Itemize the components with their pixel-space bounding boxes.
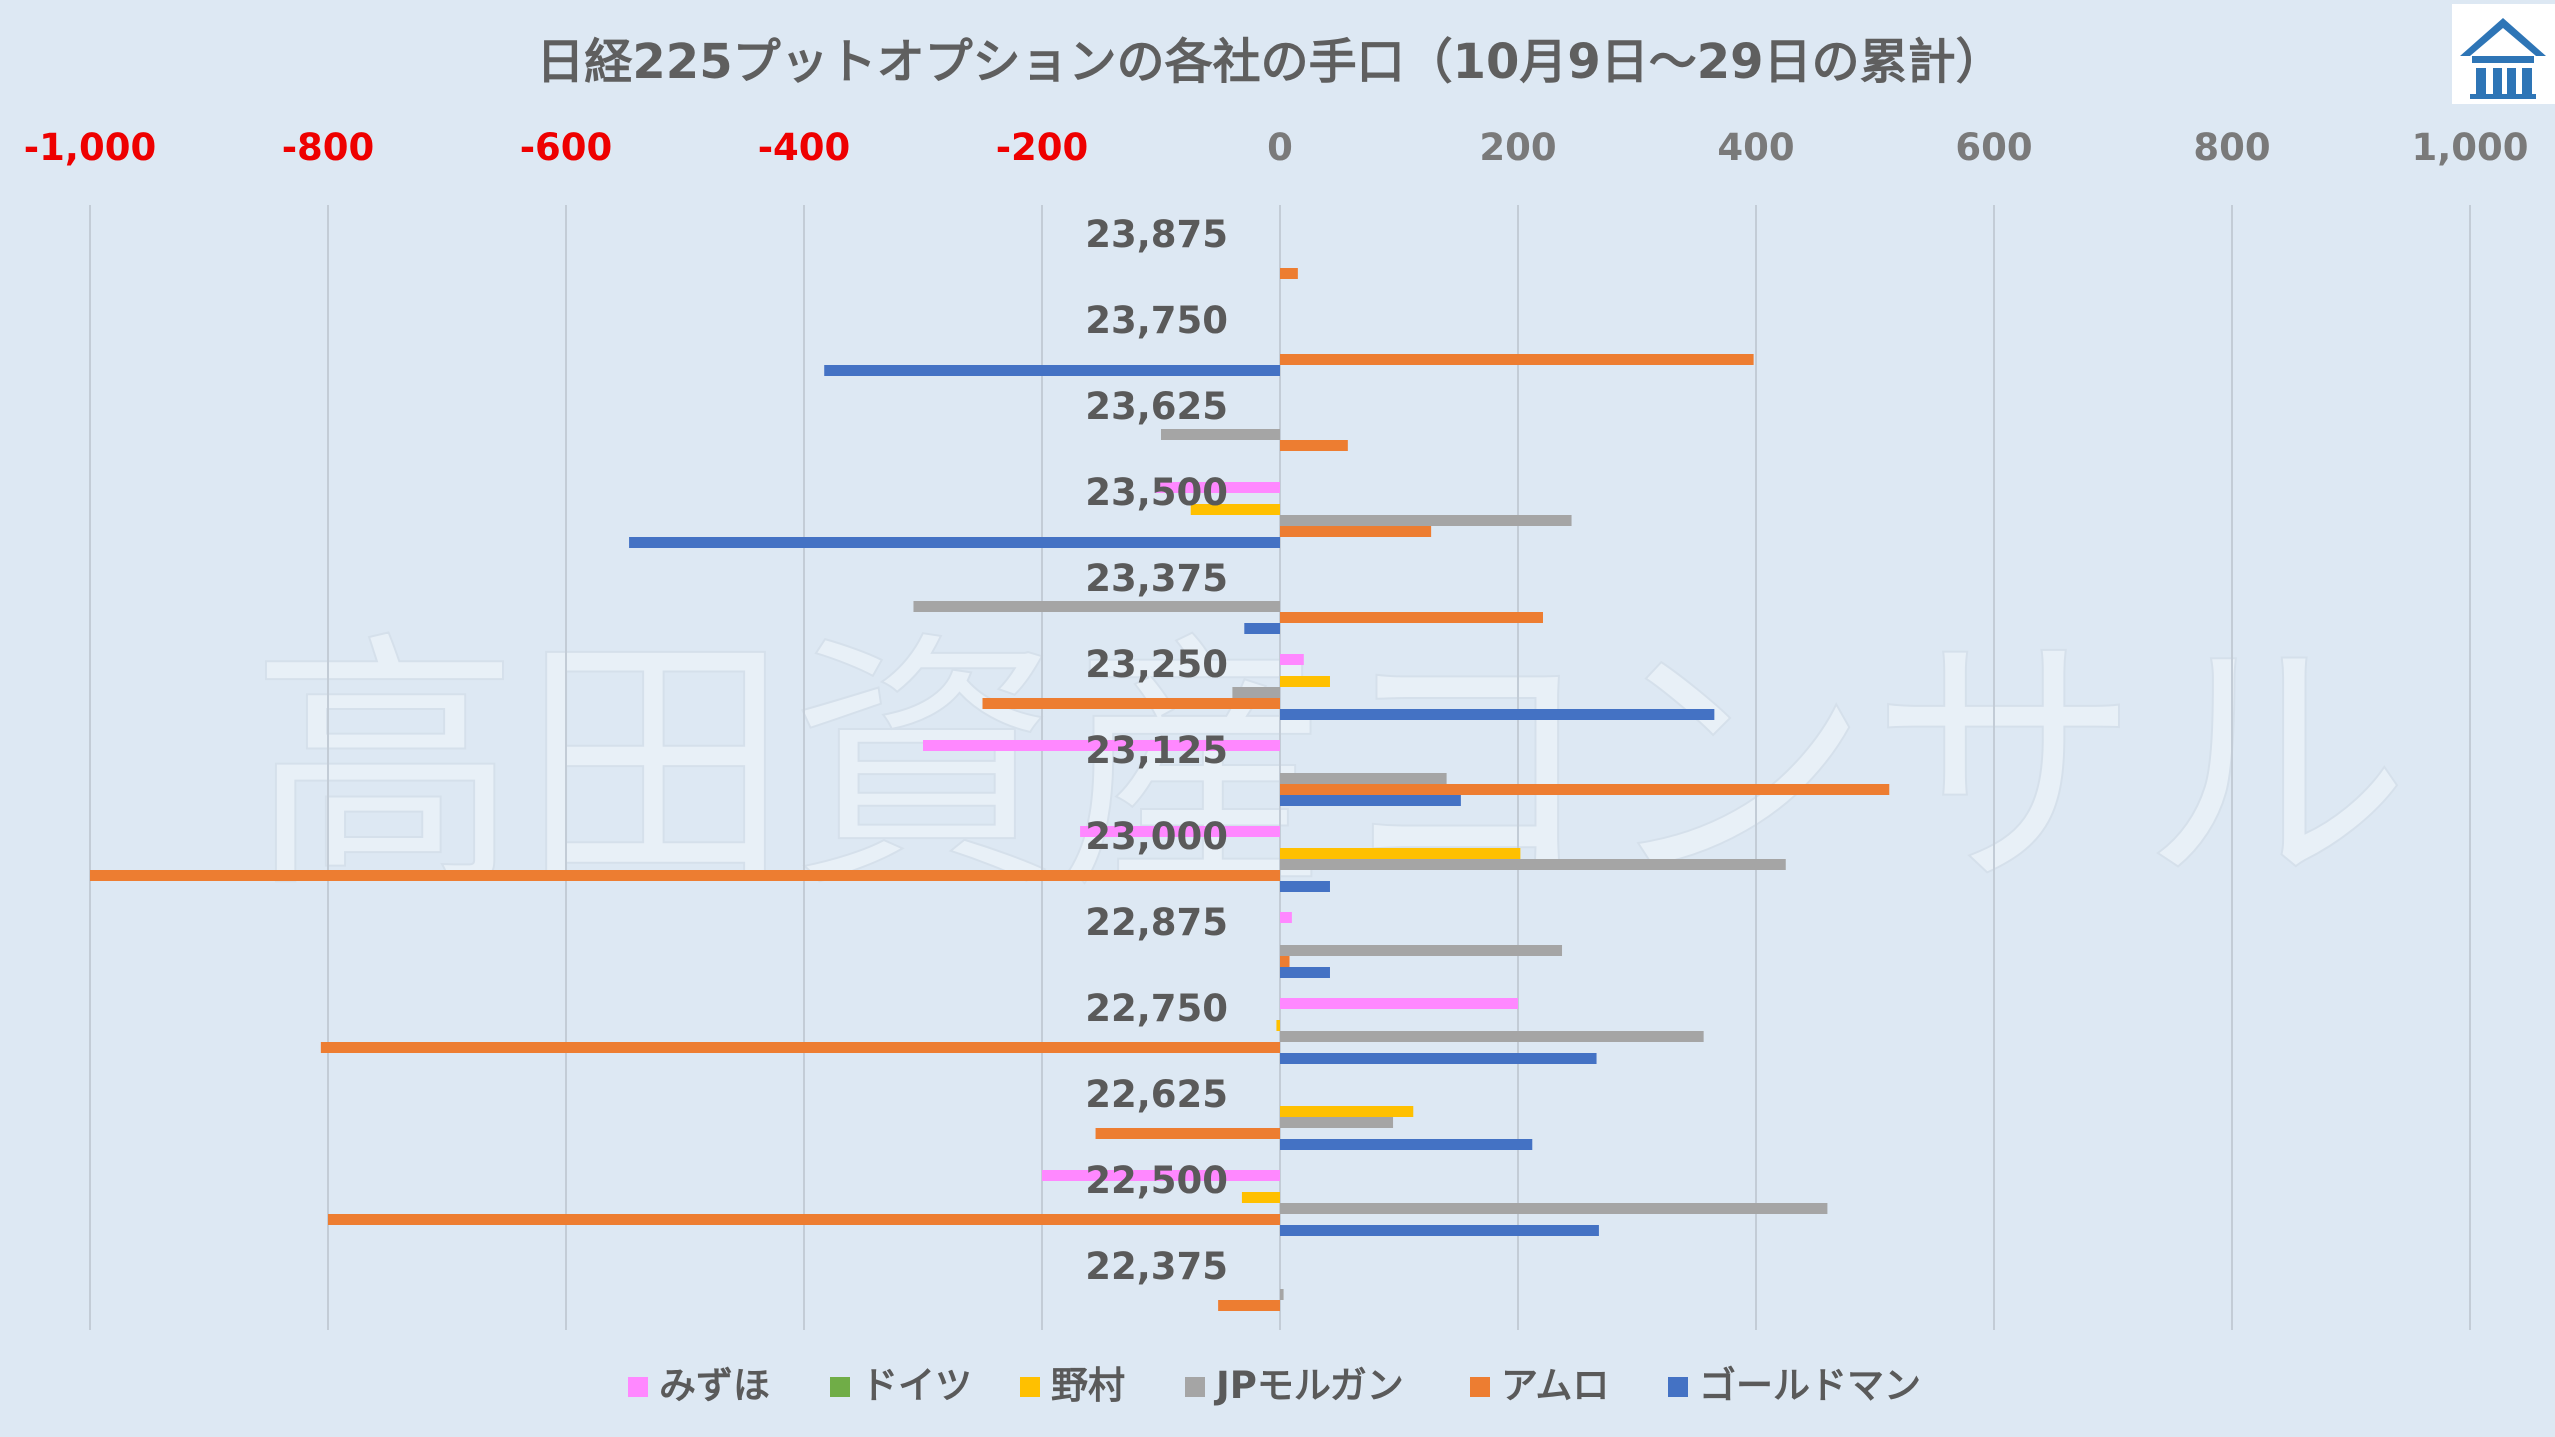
x-tick-label: 1,000 [2411,126,2528,169]
bar-野村-22,750 [1276,1020,1280,1031]
legend-label: 野村 [1051,1364,1125,1407]
bar-ゴールドマン-23,500 [629,537,1280,548]
bar-ゴールドマン-22,500 [1280,1225,1599,1236]
bar-ゴールドマン-23,000 [1280,881,1330,892]
category-label: 23,750 [1085,299,1228,342]
x-tick-label: 600 [1955,126,2032,169]
bar-JPモルガン-22,375 [1280,1289,1284,1300]
bar-みずほ-23,500 [1155,482,1280,493]
category-label: 22,500 [1085,1159,1228,1202]
bar-アムロ-23,125 [1280,784,1890,795]
bar-ゴールドマン-23,750 [824,365,1280,376]
bar-JPモルガン-23,250 [1232,687,1280,698]
bar-ゴールドマン-23,375 [1244,623,1280,634]
legend-swatch [1020,1377,1040,1397]
bar-アムロ-23,875 [1280,268,1298,279]
bar-JPモルガン-22,500 [1280,1203,1828,1214]
legend-label: ゴールドマン [1699,1364,1921,1407]
x-tick-label: -400 [758,126,851,169]
x-axis-ticks: -1,000 -800 -600 -400 -200 0 200 400 600 800 1,000 [24,126,2529,169]
legend-swatch [1185,1377,1205,1397]
legend-label: ドイツ [861,1364,972,1407]
category-label: 23,625 [1085,385,1228,428]
bar-アムロ-23,375 [1280,612,1543,623]
bar-ゴールドマン-22,875 [1280,967,1330,978]
legend-label: アムロ [1501,1364,1609,1407]
bar-みずほ-22,750 [1280,998,1518,1009]
x-tick-label: -800 [282,126,375,169]
bar-アムロ-23,250 [982,698,1280,709]
legend-label: みずほ [659,1364,770,1407]
bar-野村-23,000 [1280,848,1521,859]
legend-swatch [1668,1377,1688,1397]
x-tick-label: 0 [1267,126,1293,169]
bar-JPモルガン-22,750 [1280,1031,1704,1042]
bar-みずほ-23,000 [1080,826,1280,837]
bar-アムロ-22,875 [1280,956,1290,967]
bar-アムロ-23,750 [1280,354,1754,365]
bar-みずほ-22,875 [1280,912,1292,923]
legend-swatch [1470,1377,1490,1397]
bar-JPモルガン-23,375 [913,601,1280,612]
category-label: 22,875 [1085,901,1228,944]
bar-JPモルガン-23,625 [1161,429,1280,440]
bar-野村-23,500 [1190,504,1280,515]
x-tick-label: -600 [520,126,613,169]
category-label: 23,250 [1085,643,1228,686]
bar-野村-23,250 [1280,676,1330,687]
bar-アムロ-22,625 [1095,1128,1280,1139]
category-label: 23,375 [1085,557,1228,600]
bar-アムロ-23,000 [90,870,1280,881]
chart-title: 日経225プットオプションの各社の手口（10月9日～29日の累計） [536,34,2003,90]
bar-野村-22,625 [1280,1106,1414,1117]
bar-JPモルガン-22,625 [1280,1117,1394,1128]
bar-野村-22,500 [1241,1192,1280,1203]
bar-JPモルガン-23,000 [1280,859,1786,870]
category-label: 22,750 [1085,987,1228,1030]
bar-アムロ-22,375 [1218,1300,1280,1311]
category-label: 23,000 [1085,815,1228,858]
bar-ゴールドマン-22,625 [1280,1139,1533,1150]
x-tick-label: 400 [1717,126,1794,169]
bar-アムロ-22,750 [320,1042,1280,1053]
category-label: 22,375 [1085,1245,1228,1288]
bars [90,268,1890,1311]
bar-ゴールドマン-23,125 [1280,795,1461,806]
legend-swatch [830,1377,850,1397]
bar-JPモルガン-23,125 [1280,773,1447,784]
bar-アムロ-23,625 [1280,440,1348,451]
bar-ゴールドマン-23,250 [1280,709,1715,720]
category-label: 23,125 [1085,729,1228,772]
bar-アムロ-22,500 [328,1214,1280,1225]
legend-label: JPモルガン [1213,1364,1404,1407]
bar-みずほ-23,125 [923,740,1280,751]
category-label: 22,625 [1085,1073,1228,1116]
x-tick-label: -1,000 [24,126,156,169]
category-label: 23,500 [1085,471,1228,514]
legend: みずほ ドイツ 野村 JPモルガン アムロ ゴールドマン [628,1364,1921,1407]
bar-JPモルガン-22,875 [1280,945,1563,956]
x-tick-label: 800 [2193,126,2270,169]
bar-JPモルガン-23,500 [1280,515,1572,526]
bar-みずほ-23,250 [1280,654,1304,665]
category-labels: 23,875 23,750 23,625 23,500 23,375 23,250 23,1… [1085,213,1228,1288]
legend-swatch [628,1377,648,1397]
company-logo [2452,4,2555,104]
bar-アムロ-23,500 [1280,526,1432,537]
x-tick-label: 200 [1479,126,1556,169]
x-tick-label: -200 [996,126,1089,169]
bar-みずほ-22,500 [1042,1170,1280,1181]
bar-ゴールドマン-22,750 [1280,1053,1597,1064]
category-label: 23,875 [1085,213,1228,256]
